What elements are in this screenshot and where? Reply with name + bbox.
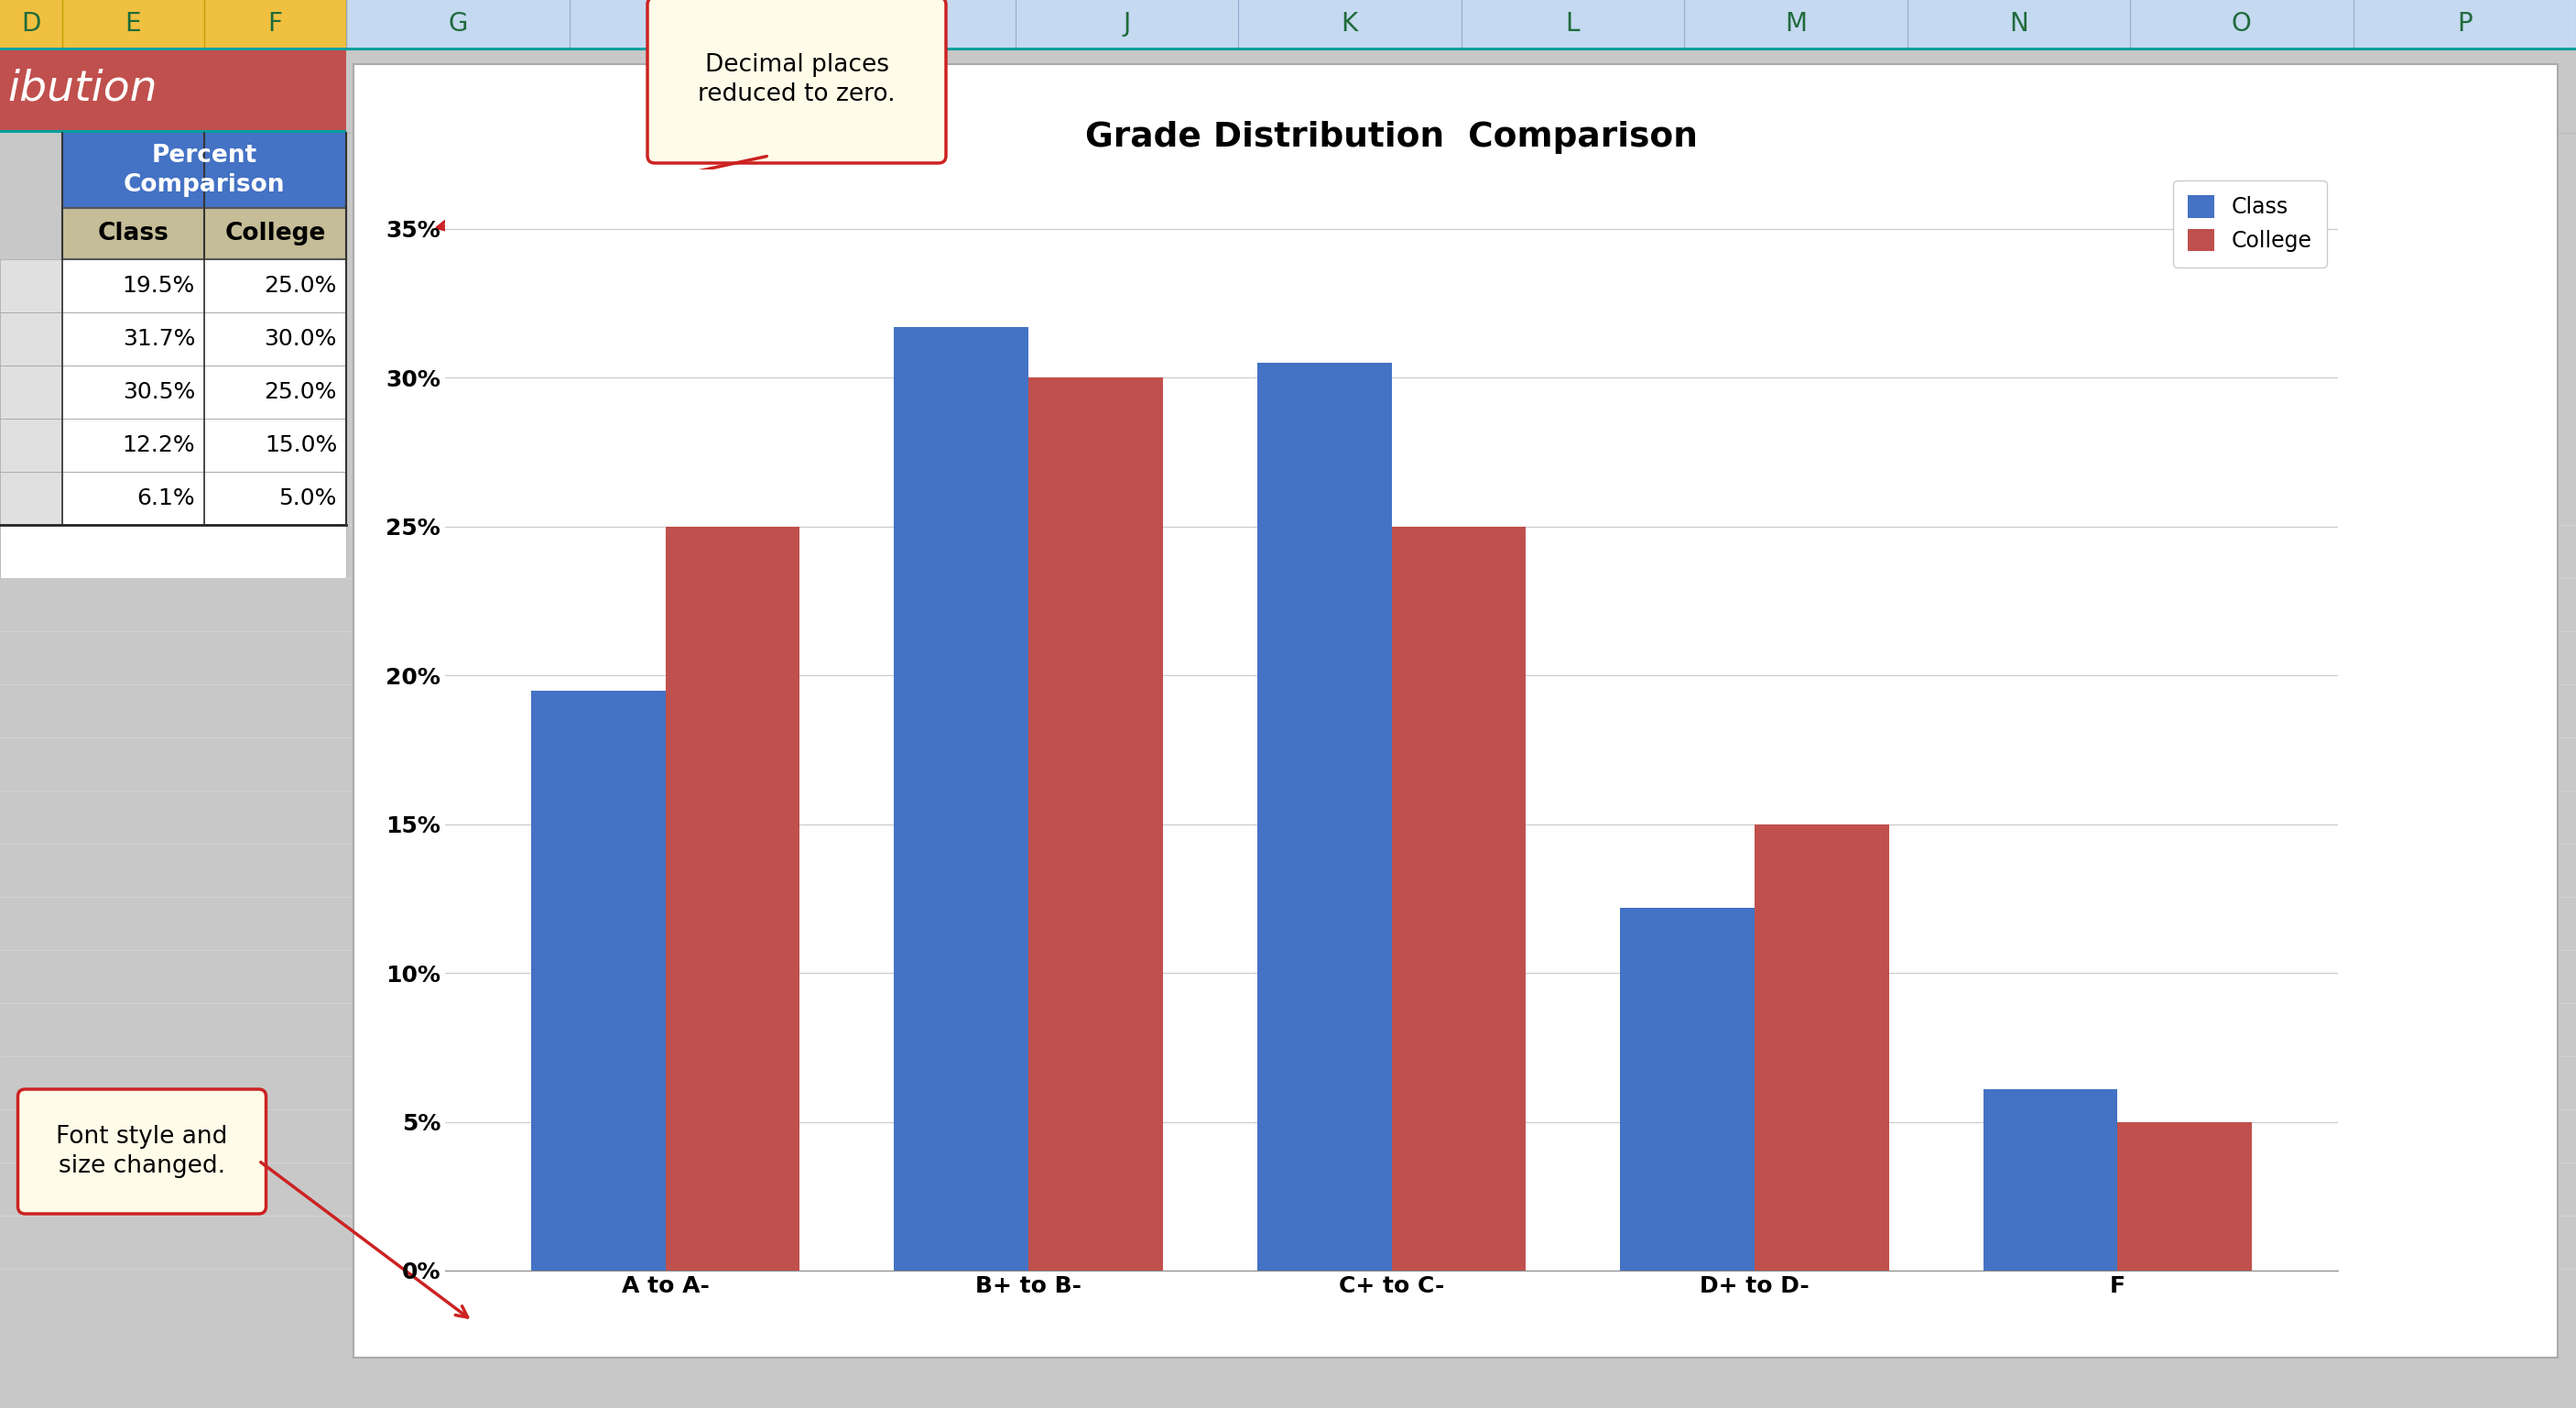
Bar <box>204 0 345 48</box>
Bar <box>793 0 1015 48</box>
Text: N: N <box>2009 11 2027 37</box>
Bar <box>0 48 345 130</box>
Text: P: P <box>2458 11 2473 37</box>
Bar <box>2117 1122 2251 1270</box>
Bar <box>1015 0 1239 48</box>
Text: O: O <box>2231 11 2251 37</box>
Bar <box>0 418 62 472</box>
Text: Decimal places
reduced to zero.: Decimal places reduced to zero. <box>698 54 896 107</box>
Text: J: J <box>1123 11 1131 37</box>
Bar <box>62 259 204 313</box>
Text: 19.5%: 19.5% <box>124 275 196 297</box>
Bar <box>0 472 62 525</box>
Bar <box>1984 1088 2117 1270</box>
Bar <box>204 418 345 472</box>
Bar <box>204 472 345 525</box>
Text: D: D <box>21 11 41 37</box>
Bar <box>345 0 569 48</box>
Legend: Class, College: Class, College <box>2174 180 2326 268</box>
Bar <box>62 472 204 525</box>
Bar <box>2130 0 2352 48</box>
Bar <box>62 0 204 48</box>
Text: Font style and
size changed.: Font style and size changed. <box>57 1125 227 1178</box>
Bar <box>62 418 204 472</box>
Bar <box>0 130 345 132</box>
Bar <box>204 208 345 259</box>
Bar <box>204 259 345 313</box>
FancyBboxPatch shape <box>647 0 945 163</box>
Bar <box>62 132 345 208</box>
Bar <box>1685 0 1906 48</box>
Text: F: F <box>268 11 283 37</box>
Text: L: L <box>1566 11 1579 37</box>
Bar <box>1461 0 1685 48</box>
Text: G: G <box>448 11 466 37</box>
Bar <box>62 313 204 366</box>
Bar <box>531 690 665 1270</box>
Bar <box>1028 377 1162 1270</box>
Bar <box>2352 0 2576 48</box>
Text: 25.0%: 25.0% <box>265 275 337 297</box>
Text: Class: Class <box>98 221 170 245</box>
Text: Percent
Comparison: Percent Comparison <box>124 144 286 197</box>
Text: 5.0%: 5.0% <box>278 487 337 510</box>
Bar <box>0 525 345 579</box>
Text: 31.7%: 31.7% <box>124 328 196 351</box>
Text: I: I <box>899 11 907 37</box>
Bar <box>569 0 793 48</box>
Text: M: M <box>1785 11 1806 37</box>
Text: 30.5%: 30.5% <box>124 382 196 403</box>
Text: 15.0%: 15.0% <box>265 434 337 456</box>
Bar <box>0 48 2576 51</box>
Bar <box>0 313 62 366</box>
Bar <box>353 65 2558 1357</box>
Bar <box>0 259 62 313</box>
Text: 12.2%: 12.2% <box>121 434 196 456</box>
Title: Grade Distribution  Comparison: Grade Distribution Comparison <box>1084 121 1698 153</box>
Bar <box>665 527 799 1270</box>
Bar <box>62 208 204 259</box>
Text: K: K <box>1342 11 1358 37</box>
Bar <box>1754 824 1888 1270</box>
Text: E: E <box>126 11 142 37</box>
Text: 6.1%: 6.1% <box>137 487 196 510</box>
Bar <box>0 366 62 418</box>
Bar <box>204 366 345 418</box>
Text: 25.0%: 25.0% <box>265 382 337 403</box>
Bar <box>894 327 1028 1270</box>
Bar <box>62 366 204 418</box>
Bar <box>204 313 345 366</box>
Text: ibution: ibution <box>8 68 157 110</box>
Text: 30.0%: 30.0% <box>265 328 337 351</box>
Bar <box>1620 908 1754 1270</box>
Bar <box>1257 363 1391 1270</box>
Text: College: College <box>224 221 325 245</box>
Bar <box>1391 527 1525 1270</box>
Bar <box>1906 0 2130 48</box>
Text: H: H <box>672 11 690 37</box>
FancyBboxPatch shape <box>18 1090 265 1214</box>
Bar <box>0 0 62 48</box>
Bar <box>1239 0 1461 48</box>
